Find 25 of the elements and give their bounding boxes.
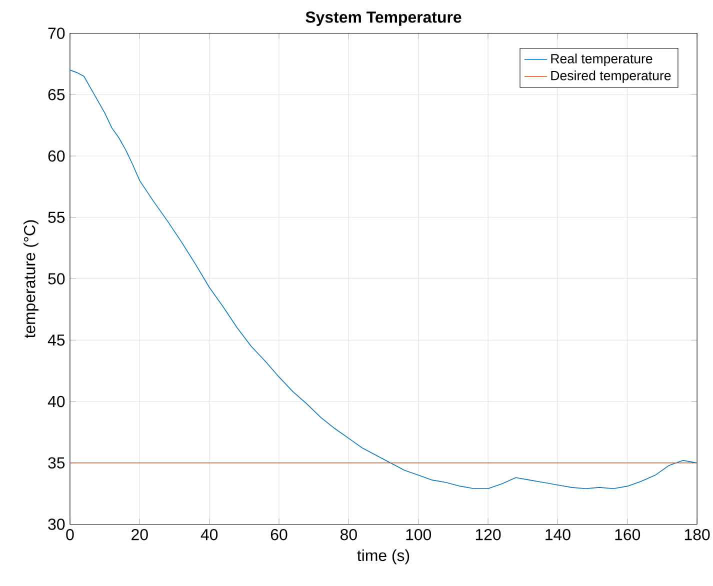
y-tick-label: 35 <box>48 457 65 468</box>
y-axis-title: temperature (°C) <box>24 220 38 338</box>
x-tick-label: 20 <box>132 528 148 540</box>
legend-label: Real temperature <box>551 53 652 66</box>
x-axis-title: time (s) <box>357 549 410 564</box>
x-tick-label: 80 <box>340 528 357 540</box>
chart-title: System Temperature <box>306 11 462 26</box>
y-tick-label: 50 <box>48 272 65 284</box>
legend-label: Desired temperature <box>551 70 671 83</box>
x-tick-label: 160 <box>615 528 640 540</box>
line-series <box>70 70 698 489</box>
y-tick-label: 45 <box>48 334 65 346</box>
x-tick-label: 60 <box>270 528 288 540</box>
y-tick-label: 60 <box>48 150 65 162</box>
y-tick-label: 55 <box>48 212 65 223</box>
x-tick-label: 40 <box>200 528 218 540</box>
y-tick-label: 40 <box>48 396 65 408</box>
x-tick-label: 140 <box>546 528 570 540</box>
y-tick-label: 70 <box>48 28 65 39</box>
y-tick-label: 65 <box>48 88 65 100</box>
x-tick-label: 100 <box>406 528 432 540</box>
x-tick-label: 120 <box>476 528 501 540</box>
x-tick-label: 180 <box>684 528 710 540</box>
x-tick-label: 0 <box>66 528 74 540</box>
y-tick-label: 30 <box>48 518 65 530</box>
